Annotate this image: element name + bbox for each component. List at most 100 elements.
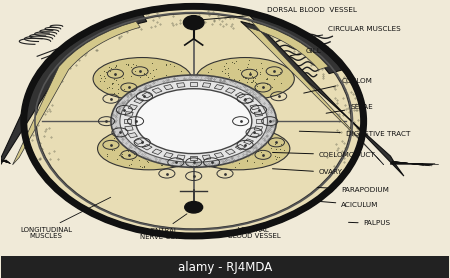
Point (239, 90, 247, 94)
Point (108, 86, 115, 90)
Point (161, 142, 168, 147)
Point (111, 148, 118, 152)
Point (126, 152, 133, 156)
Point (217, 131, 225, 136)
Point (216, 81, 224, 85)
Point (125, 163, 132, 168)
Polygon shape (241, 12, 404, 176)
Point (149, 154, 157, 158)
Bar (152, 88, 162, 93)
Bar (254, 126, 263, 131)
Point (226, 81, 234, 85)
Point (162, 153, 169, 158)
Point (266, 134, 273, 138)
Point (215, 135, 222, 139)
Point (251, 88, 258, 93)
Point (160, 140, 167, 145)
Text: COELOMODUCT: COELOMODUCT (273, 152, 376, 158)
Point (222, 154, 230, 158)
Point (127, 162, 135, 167)
Bar (243, 98, 253, 103)
Point (102, 70, 109, 74)
Point (218, 142, 225, 146)
Point (250, 160, 257, 164)
Point (243, 158, 250, 162)
Point (150, 68, 157, 72)
Point (165, 152, 172, 156)
Point (219, 69, 226, 74)
Bar (164, 85, 173, 90)
Point (212, 143, 219, 147)
Point (219, 136, 226, 141)
Point (194, 137, 201, 142)
Point (275, 155, 283, 160)
Point (280, 148, 288, 152)
Point (201, 80, 208, 84)
Point (194, 152, 201, 157)
Point (155, 130, 162, 135)
Polygon shape (247, 21, 384, 165)
Point (262, 77, 270, 81)
Point (141, 165, 148, 169)
Point (236, 78, 243, 82)
Point (266, 87, 273, 91)
Point (118, 152, 125, 156)
Point (260, 132, 267, 137)
Bar (225, 149, 235, 155)
Point (218, 142, 225, 146)
Point (108, 81, 116, 85)
Point (230, 61, 238, 65)
Point (162, 73, 169, 77)
Point (97, 76, 104, 80)
Point (177, 69, 184, 73)
Point (191, 145, 198, 149)
Point (230, 159, 237, 164)
Point (221, 148, 228, 152)
Point (246, 58, 253, 63)
Bar (256, 119, 263, 123)
Point (178, 78, 185, 82)
Point (152, 67, 159, 71)
Point (140, 90, 147, 95)
Ellipse shape (111, 75, 276, 167)
Point (234, 67, 241, 71)
Point (149, 91, 157, 95)
Point (124, 63, 131, 67)
Point (100, 74, 107, 78)
Text: VENTRAL: VENTRAL (238, 227, 270, 233)
Point (137, 75, 144, 80)
Point (231, 81, 239, 85)
Bar (164, 153, 173, 158)
Point (252, 66, 259, 71)
Point (131, 152, 138, 157)
Point (131, 134, 138, 139)
Point (117, 139, 124, 143)
Bar (124, 119, 131, 123)
Point (129, 158, 136, 162)
Point (181, 136, 188, 141)
Point (169, 77, 176, 82)
Point (259, 160, 266, 165)
Point (163, 152, 171, 157)
Polygon shape (13, 21, 140, 165)
Point (216, 144, 224, 148)
Point (135, 157, 142, 162)
Point (250, 75, 257, 80)
Point (251, 76, 258, 81)
Text: DIGESTIVE TRACT: DIGESTIVE TRACT (299, 131, 410, 137)
Text: NERVE CORD: NERVE CORD (140, 234, 185, 240)
Point (218, 83, 225, 87)
Point (114, 157, 121, 161)
Ellipse shape (24, 6, 364, 236)
Point (163, 147, 170, 152)
Text: COELOM: COELOM (304, 78, 372, 93)
Point (272, 147, 279, 152)
Ellipse shape (98, 127, 200, 170)
Point (140, 70, 148, 75)
Point (144, 160, 151, 165)
Point (250, 148, 257, 153)
Bar (128, 133, 137, 138)
Point (204, 155, 212, 160)
Point (105, 85, 112, 90)
Point (225, 154, 233, 159)
